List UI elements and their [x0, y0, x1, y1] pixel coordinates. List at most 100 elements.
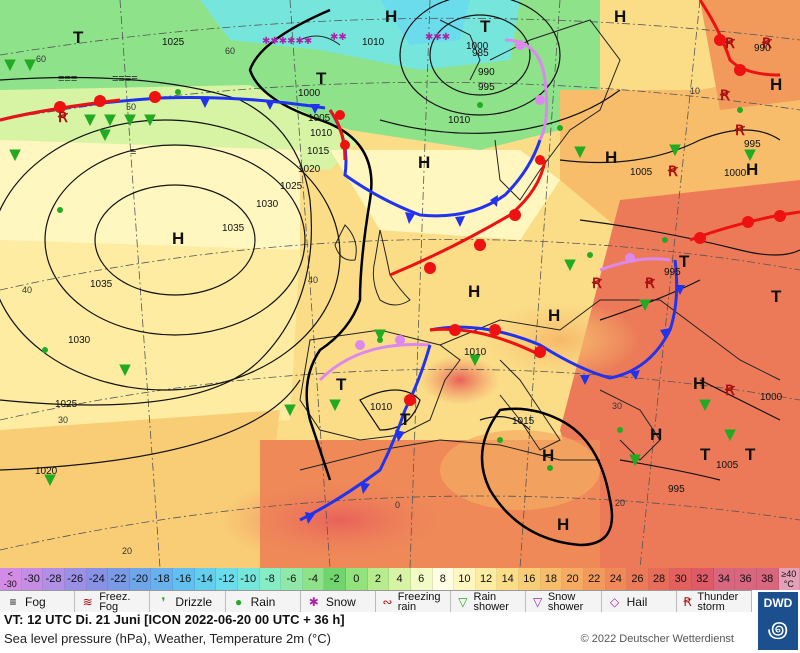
- scale-cell: -2: [324, 568, 346, 590]
- thunderstorm-icon: Ꞧ: [683, 594, 692, 609]
- copyright: © 2022 Deutscher Wetterdienst: [580, 633, 734, 645]
- lat-lon-label: 0: [395, 500, 400, 510]
- hot-zone-northeast: [700, 0, 800, 110]
- isobar-label: 1030: [256, 199, 279, 210]
- isobar-label: 1025: [55, 399, 78, 410]
- low-pressure-label: T: [480, 17, 491, 36]
- logo-swirl-icon: ꩜: [767, 617, 789, 642]
- high-pressure-label: H: [548, 306, 560, 325]
- scale-cell: 34: [713, 568, 736, 590]
- coastlines: [299, 19, 781, 471]
- legend-label: Thunder storm: [697, 590, 739, 613]
- svg-text:Ꞧ: Ꞧ: [644, 275, 656, 291]
- legend-item: ∾ Freezing rain: [376, 590, 452, 613]
- svg-text:✱✱: ✱✱: [330, 32, 347, 43]
- isobar-label: 995: [478, 82, 495, 93]
- low-pressure-label: T: [400, 410, 411, 429]
- temperature-scale: < -30 -30 -28 -26 -24 -22 -20 -18 -16 -14 -12 -10-…: [0, 568, 800, 590]
- weather-symbols: [4, 59, 756, 487]
- legend-item: Ꞧ Thunder storm: [677, 590, 753, 613]
- snow-symbols: ✱✱✱✱✱✱ ✱✱✱✱✱: [262, 32, 450, 47]
- lat-lon-label: 40: [308, 275, 318, 285]
- svg-text:Ꞧ: Ꞧ: [761, 35, 773, 51]
- isobar-label: 1030: [68, 335, 91, 346]
- isobar-label: 995: [744, 139, 761, 150]
- scale-cell: 24: [605, 568, 628, 590]
- legend-item: ≡ Fog: [0, 591, 76, 612]
- isobar-label: 995: [668, 484, 685, 495]
- lat-lon-label: 50: [126, 102, 136, 112]
- snow-shower-icon: ▽: [533, 594, 543, 609]
- isobar-bold-mediterranean: [480, 407, 614, 547]
- low-pressure-label: T: [679, 252, 690, 271]
- svg-text:Ꞧ: Ꞧ: [724, 382, 736, 398]
- scale-cell: 28: [648, 568, 671, 590]
- warm-front-central-europe: [429, 327, 541, 357]
- svg-text:Ꞧ: Ꞧ: [719, 87, 731, 103]
- legend-item: ● Rain: [226, 591, 301, 612]
- valid-time: VT: 12 UTC Di. 21 Juni [ICON 2022-06-20 …: [4, 612, 345, 627]
- high-pressure-label: H: [770, 75, 782, 94]
- isobar-label: 990: [754, 43, 771, 54]
- lat-lon-label: 10: [690, 86, 700, 96]
- scale-cell: -10: [237, 568, 260, 590]
- freezing-rain-icon: ∾: [382, 594, 393, 609]
- isobar-label: 985: [472, 48, 489, 59]
- weather-legend: ≡ Fog ≋ Freez. Fog ❜ Drizzle ● Rain ✱ Snow ∾ Freezi…: [0, 590, 753, 613]
- subtropic-atlantic: [0, 240, 300, 440]
- temperate-atlantic: [0, 140, 300, 260]
- scale-cell: -14: [194, 568, 217, 590]
- scale-cell: -18: [151, 568, 173, 590]
- isobar-label: 1010: [310, 128, 333, 139]
- southwest-atlantic: [0, 410, 280, 568]
- isobar-label: 1005: [308, 113, 331, 124]
- low-pressure-label: T: [700, 445, 711, 464]
- hot-zone-east: [560, 180, 800, 568]
- high-pressure-label: H: [172, 229, 184, 248]
- scale-cell: 4: [389, 568, 411, 590]
- high-pressure-label: H: [418, 153, 430, 172]
- scale-cell: 32: [692, 568, 714, 590]
- legend-item: ▽ Rain shower: [451, 591, 527, 612]
- high-pressure-label: H: [605, 148, 617, 167]
- scale-cell: -30: [21, 568, 44, 590]
- svg-text:Ꞧ: Ꞧ: [667, 163, 679, 179]
- rain-icon: ●: [234, 594, 243, 609]
- thunderstorm-symbols: Ꞧ Ꞧ Ꞧ Ꞧ Ꞧ Ꞧ Ꞧ Ꞧ Ꞧ: [57, 35, 773, 398]
- svg-text:Ꞧ: Ꞧ: [57, 109, 69, 125]
- lat-lon-labels: 60 60 50 40 40 30 30 20 20 10 0: [22, 46, 700, 556]
- legend-label: Freezing rain: [397, 590, 441, 613]
- high-pressure-label: H: [614, 7, 626, 26]
- scale-cell: -20: [129, 568, 152, 590]
- isobar-label: 1005: [630, 167, 653, 178]
- rain-shower-icon: ▽: [458, 594, 468, 609]
- snow-icon: ✱: [308, 594, 319, 609]
- high-pressure-label: H: [557, 515, 569, 534]
- warm-front-germany: [389, 159, 547, 277]
- isobars: [0, 0, 800, 481]
- svg-text:≡≡≡: ≡≡≡: [58, 73, 77, 85]
- legend-item: ≋ Freez. Fog: [75, 591, 151, 612]
- high-pressure-label: H: [746, 160, 758, 179]
- svg-text:Ꞧ: Ꞧ: [734, 122, 746, 138]
- lat-lon-label: 30: [612, 401, 622, 411]
- lat-lon-label: 20: [615, 498, 625, 508]
- legend-label: Fog: [25, 594, 46, 609]
- lat-lon-label: 60: [225, 46, 235, 56]
- legend-label: Drizzle: [175, 594, 213, 609]
- warm-front-russia: [698, 0, 781, 77]
- isobar-label: 1015: [307, 146, 330, 157]
- svg-text:✱✱✱: ✱✱✱: [425, 32, 450, 43]
- low-pressure-label: T: [316, 69, 327, 88]
- high-pressure-label: H: [385, 7, 397, 26]
- scale-cell: 26: [627, 568, 649, 590]
- lat-lon-label: 30: [58, 415, 68, 425]
- isobar-label: 1010: [370, 402, 393, 413]
- hot-spot-sahara: [220, 475, 460, 565]
- scale-cell: -4: [302, 568, 325, 590]
- pressure-centers: H T H T H T H H H H H T T T H H T H H T H T: [73, 7, 782, 534]
- isobar-label: 1005: [716, 460, 739, 471]
- scale-cell: -8: [259, 568, 282, 590]
- scale-cell: 18: [540, 568, 563, 590]
